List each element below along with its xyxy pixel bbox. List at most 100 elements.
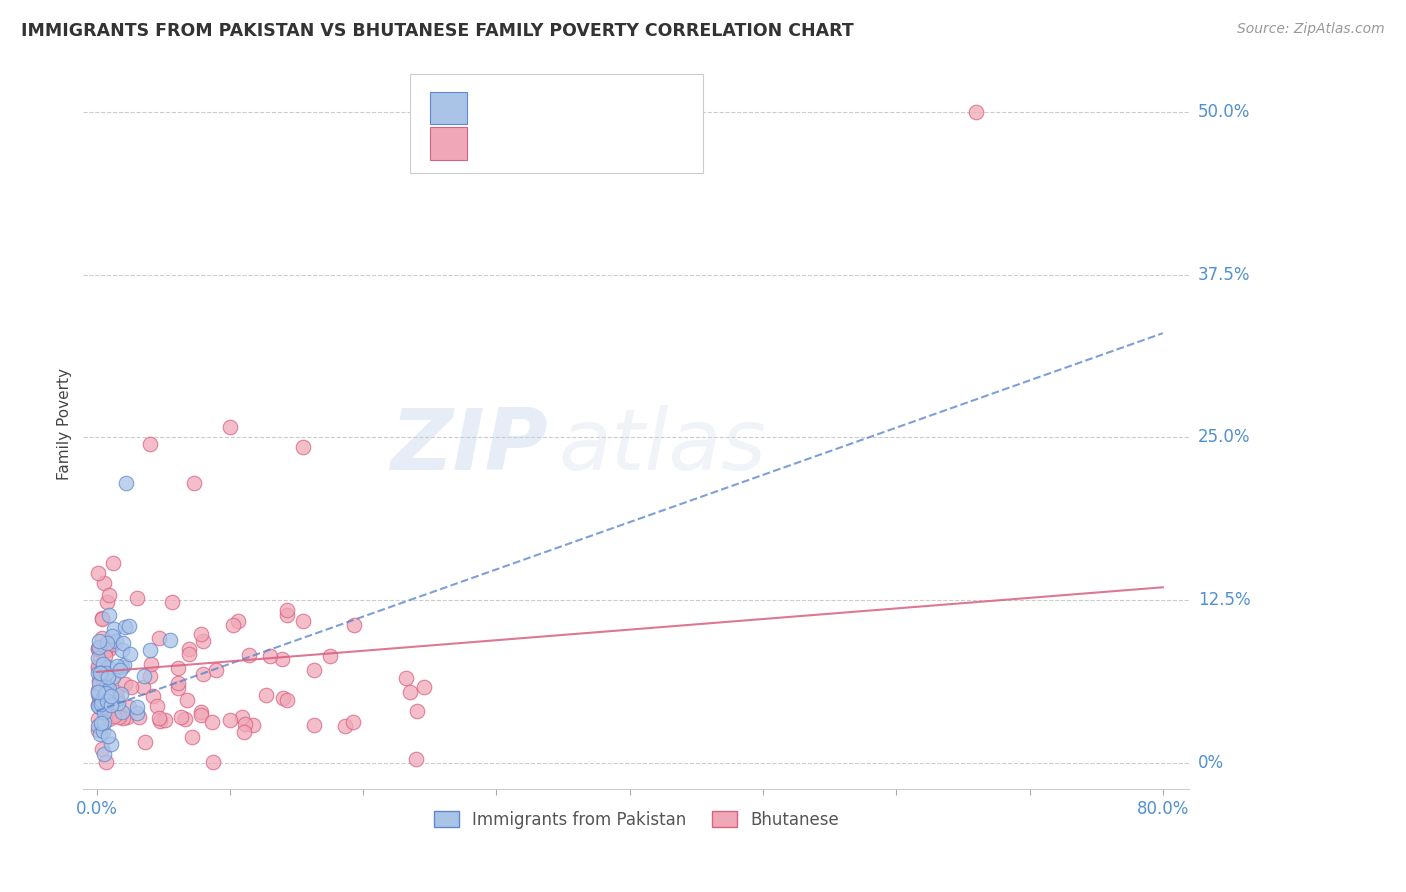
Point xyxy=(97,712,120,726)
Point xyxy=(97,642,120,657)
Point xyxy=(205,663,228,677)
Point xyxy=(89,666,111,681)
Point xyxy=(191,633,214,648)
Point xyxy=(93,691,115,706)
Point xyxy=(87,683,110,698)
Point xyxy=(97,607,120,622)
Point xyxy=(191,667,214,681)
Point xyxy=(97,670,120,684)
Point xyxy=(87,633,110,648)
Point xyxy=(219,713,242,727)
Point xyxy=(87,698,110,712)
Point xyxy=(87,651,110,665)
Point xyxy=(174,712,197,726)
Point xyxy=(97,660,120,674)
Text: 12.5%: 12.5% xyxy=(1198,591,1250,609)
Point xyxy=(132,680,155,694)
Point xyxy=(90,697,112,711)
Point xyxy=(87,661,110,675)
Point xyxy=(167,661,190,675)
Text: ZIP: ZIP xyxy=(391,405,548,488)
Point xyxy=(87,673,110,688)
Text: N = 107: N = 107 xyxy=(592,133,672,151)
Point xyxy=(90,693,112,707)
Point xyxy=(406,704,429,718)
Point xyxy=(201,715,224,730)
Point xyxy=(101,629,124,643)
Point xyxy=(190,627,212,641)
Point xyxy=(125,700,148,714)
Point xyxy=(112,636,135,650)
Point xyxy=(398,685,420,699)
Point xyxy=(103,622,125,636)
Point xyxy=(97,681,120,696)
Point xyxy=(395,671,418,685)
Point xyxy=(96,680,118,694)
Point xyxy=(91,612,114,626)
Text: N = 66: N = 66 xyxy=(592,97,659,115)
Point xyxy=(100,698,122,712)
Point xyxy=(318,649,340,664)
Point xyxy=(176,693,198,707)
Point xyxy=(233,717,256,731)
Point xyxy=(87,687,110,701)
Point xyxy=(179,642,201,657)
Point xyxy=(101,637,124,651)
Point xyxy=(141,657,163,671)
Point xyxy=(93,705,115,719)
Point xyxy=(91,631,114,645)
Text: 0%: 0% xyxy=(1198,754,1223,772)
Point xyxy=(238,648,260,662)
Point xyxy=(93,686,115,700)
Point xyxy=(276,693,298,707)
Legend: Immigrants from Pakistan, Bhutanese: Immigrants from Pakistan, Bhutanese xyxy=(427,805,845,836)
Point xyxy=(128,710,150,724)
Point xyxy=(183,476,205,491)
Point xyxy=(120,681,142,695)
Text: 37.5%: 37.5% xyxy=(1198,266,1250,284)
Point xyxy=(343,618,366,632)
Text: IMMIGRANTS FROM PAKISTAN VS BHUTANESE FAMILY POVERTY CORRELATION CHART: IMMIGRANTS FROM PAKISTAN VS BHUTANESE FA… xyxy=(21,22,853,40)
Point xyxy=(167,681,190,695)
Point xyxy=(127,706,149,720)
Point xyxy=(101,556,124,570)
Point xyxy=(98,588,121,602)
Point xyxy=(114,620,136,634)
Point xyxy=(87,566,110,580)
Point xyxy=(94,755,117,769)
Point xyxy=(159,632,181,647)
Point xyxy=(228,614,250,628)
Point xyxy=(115,476,138,491)
Point xyxy=(111,660,134,674)
Point xyxy=(302,718,325,732)
Point xyxy=(96,595,118,609)
Point xyxy=(97,685,120,699)
Point xyxy=(333,719,356,733)
Point xyxy=(965,104,987,119)
Point xyxy=(90,662,112,676)
Point xyxy=(96,694,118,708)
Y-axis label: Family Poverty: Family Poverty xyxy=(58,368,72,481)
Point xyxy=(149,714,172,728)
Point xyxy=(89,640,111,654)
Point xyxy=(91,690,114,705)
Point xyxy=(139,437,162,451)
Point xyxy=(231,710,253,724)
Point xyxy=(94,687,117,701)
Point xyxy=(139,643,162,657)
Point xyxy=(93,686,115,700)
Point xyxy=(114,677,136,691)
FancyBboxPatch shape xyxy=(429,92,467,124)
Point xyxy=(167,676,190,690)
Text: R = 0.160: R = 0.160 xyxy=(477,133,574,151)
Point xyxy=(276,608,298,623)
Point xyxy=(180,730,202,744)
Point xyxy=(90,720,112,734)
Text: Source: ZipAtlas.com: Source: ZipAtlas.com xyxy=(1237,22,1385,37)
Point xyxy=(93,576,115,591)
Point xyxy=(97,729,120,743)
Point xyxy=(201,755,224,769)
Text: 25.0%: 25.0% xyxy=(1198,428,1250,446)
Point xyxy=(115,710,138,724)
Point xyxy=(87,675,110,690)
